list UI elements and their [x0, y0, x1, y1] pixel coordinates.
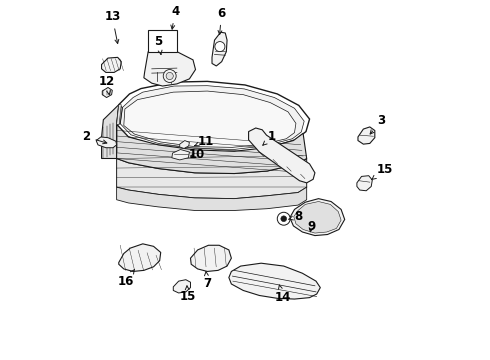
Text: 7: 7: [203, 271, 211, 291]
Text: 13: 13: [104, 10, 121, 44]
Text: 10: 10: [189, 148, 205, 161]
Text: 3: 3: [370, 114, 385, 134]
Circle shape: [166, 72, 173, 80]
Text: 15: 15: [371, 163, 393, 180]
Polygon shape: [180, 140, 190, 148]
Polygon shape: [248, 128, 315, 183]
Circle shape: [281, 216, 287, 222]
Polygon shape: [101, 105, 119, 158]
Polygon shape: [294, 202, 341, 233]
Polygon shape: [120, 86, 304, 149]
Text: 16: 16: [118, 270, 135, 288]
Polygon shape: [101, 57, 122, 72]
Text: 1: 1: [263, 130, 276, 145]
Polygon shape: [119, 244, 161, 271]
Polygon shape: [290, 199, 344, 235]
Circle shape: [215, 41, 225, 51]
Text: 9: 9: [307, 220, 316, 233]
Polygon shape: [102, 87, 112, 98]
Text: 4: 4: [171, 5, 179, 29]
Polygon shape: [358, 127, 375, 144]
Text: 6: 6: [218, 7, 226, 35]
Text: 12: 12: [99, 75, 115, 95]
Polygon shape: [117, 125, 307, 174]
Polygon shape: [117, 187, 307, 211]
Polygon shape: [144, 51, 196, 86]
Text: 14: 14: [274, 285, 291, 304]
Polygon shape: [124, 91, 296, 147]
Text: 11: 11: [195, 135, 214, 148]
Polygon shape: [173, 280, 191, 293]
Polygon shape: [191, 245, 231, 271]
Polygon shape: [212, 32, 227, 66]
Text: 8: 8: [289, 210, 302, 223]
Circle shape: [163, 69, 176, 82]
Polygon shape: [117, 81, 310, 152]
Text: 2: 2: [82, 130, 107, 144]
Text: 15: 15: [179, 286, 196, 303]
Polygon shape: [229, 263, 320, 299]
Text: 5: 5: [154, 35, 162, 54]
Polygon shape: [117, 105, 122, 125]
Polygon shape: [96, 137, 117, 148]
Polygon shape: [357, 176, 372, 191]
Polygon shape: [117, 158, 307, 199]
Polygon shape: [117, 105, 122, 125]
Polygon shape: [148, 30, 177, 51]
Circle shape: [277, 212, 290, 225]
Polygon shape: [172, 149, 190, 160]
